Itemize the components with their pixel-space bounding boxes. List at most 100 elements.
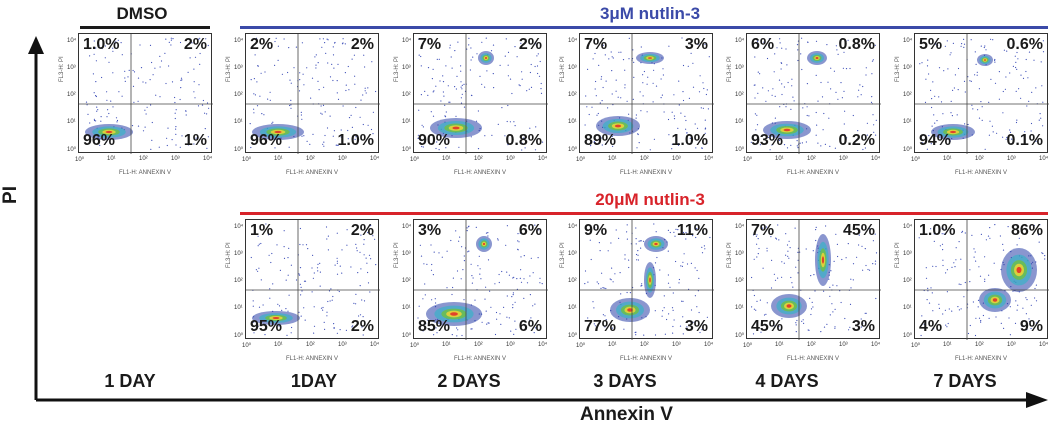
density-region bbox=[272, 317, 280, 319]
event-dot bbox=[677, 127, 679, 129]
event-dot bbox=[822, 129, 824, 131]
event-dot bbox=[298, 90, 301, 92]
quadrant-percent-top-left: 7% bbox=[584, 36, 608, 53]
event-dot bbox=[938, 303, 940, 305]
event-dot bbox=[1030, 304, 1032, 306]
event-dot bbox=[871, 96, 873, 98]
event-dot bbox=[332, 79, 334, 82]
event-dot bbox=[757, 40, 759, 42]
event-dot bbox=[274, 147, 276, 149]
event-dot bbox=[781, 47, 783, 49]
event-dot bbox=[978, 266, 980, 268]
event-dot bbox=[372, 111, 374, 113]
event-dot bbox=[175, 109, 177, 111]
event-dot bbox=[872, 240, 874, 242]
event-dot bbox=[258, 306, 261, 308]
event-dot bbox=[470, 59, 472, 61]
event-dot bbox=[663, 307, 665, 309]
event-dot bbox=[537, 229, 539, 231]
event-dot bbox=[287, 274, 289, 276]
event-dot bbox=[534, 224, 536, 226]
event-dot bbox=[361, 299, 363, 301]
event-dot bbox=[461, 84, 463, 86]
event-dot bbox=[534, 303, 536, 305]
event-dot bbox=[849, 303, 852, 305]
event-dot bbox=[849, 326, 851, 328]
event-dot bbox=[1023, 135, 1025, 137]
event-dot bbox=[423, 263, 425, 265]
y-axis-arrowhead bbox=[28, 36, 44, 54]
event-dot bbox=[449, 47, 451, 49]
event-dot bbox=[808, 115, 810, 117]
event-dot bbox=[133, 101, 135, 103]
event-dot bbox=[960, 283, 962, 286]
quadrant-percent-top-left: 5% bbox=[919, 36, 943, 53]
event-dot bbox=[449, 44, 451, 46]
event-dot bbox=[536, 55, 538, 57]
event-dot bbox=[994, 82, 997, 84]
event-dot bbox=[354, 83, 356, 85]
event-dot bbox=[450, 239, 452, 242]
event-dot bbox=[540, 82, 542, 85]
event-dot bbox=[759, 73, 761, 75]
y-tick-label: 10² bbox=[735, 278, 744, 284]
event-dot bbox=[935, 43, 937, 45]
event-dot bbox=[332, 54, 335, 56]
event-dot bbox=[155, 94, 157, 96]
event-dot bbox=[253, 112, 255, 114]
event-dot bbox=[466, 227, 468, 229]
event-dot bbox=[1042, 125, 1044, 127]
event-dot bbox=[193, 81, 195, 83]
event-dot bbox=[787, 250, 789, 252]
event-dot bbox=[773, 71, 775, 73]
y-tick-label: 10² bbox=[903, 92, 912, 98]
event-dot bbox=[285, 279, 287, 281]
event-dot bbox=[860, 94, 862, 96]
scatter-plot bbox=[747, 34, 881, 154]
event-dot bbox=[667, 282, 670, 284]
y-tick-label: 10⁰ bbox=[735, 147, 745, 153]
event-dot bbox=[260, 242, 262, 245]
event-dot bbox=[596, 114, 598, 116]
event-dot bbox=[470, 136, 472, 138]
x-tick-label: 10⁴ bbox=[871, 342, 881, 348]
event-dot bbox=[471, 328, 473, 330]
event-dot bbox=[159, 55, 161, 57]
event-dot bbox=[152, 74, 154, 76]
event-dot bbox=[360, 268, 362, 270]
event-dot bbox=[351, 326, 353, 328]
event-dot bbox=[290, 82, 292, 84]
event-dot bbox=[754, 97, 756, 99]
event-dot bbox=[341, 249, 343, 251]
event-dot bbox=[845, 68, 848, 70]
event-dot bbox=[117, 39, 119, 41]
event-dot bbox=[202, 99, 204, 102]
event-dot bbox=[164, 52, 166, 54]
event-dot bbox=[663, 111, 665, 113]
event-dot bbox=[662, 310, 664, 312]
event-dot bbox=[671, 148, 673, 150]
event-dot bbox=[366, 262, 368, 264]
event-dot bbox=[931, 98, 933, 100]
event-dot bbox=[120, 42, 122, 44]
quadrant-percent-bottom-right: 6% bbox=[518, 318, 542, 335]
event-dot bbox=[534, 43, 536, 45]
event-dot bbox=[844, 134, 846, 136]
event-dot bbox=[363, 300, 366, 302]
event-dot bbox=[372, 133, 374, 135]
event-dot bbox=[454, 50, 456, 52]
event-dot bbox=[845, 40, 847, 42]
event-dot bbox=[828, 117, 830, 119]
flow-panel: 9% 11% 77% 3% FL3-H: PI FL1-H: ANNEXIN V 10⁰ 10… bbox=[560, 219, 714, 362]
event-dot bbox=[459, 236, 461, 238]
y-tick-label: 10³ bbox=[903, 251, 912, 257]
event-dot bbox=[963, 43, 966, 45]
event-dot bbox=[801, 320, 803, 322]
event-dot bbox=[1012, 65, 1014, 67]
event-dot bbox=[287, 257, 289, 259]
event-dot bbox=[363, 40, 365, 42]
y-tick-label: 10¹ bbox=[402, 119, 411, 125]
event-dot bbox=[538, 75, 541, 77]
event-dot bbox=[460, 86, 462, 88]
event-dot bbox=[643, 334, 645, 336]
